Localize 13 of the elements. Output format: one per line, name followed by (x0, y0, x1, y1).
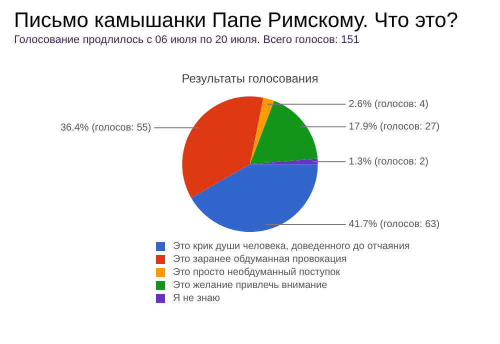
data-label: 41.7% (голосов: 63) (348, 219, 440, 230)
legend-label: Это желание привлечь внимание (173, 280, 328, 291)
data-label: 1.3% (голосов: 2) (348, 156, 428, 168)
legend-label: Это крик души человека, доведенного до отчаяния (173, 241, 410, 252)
legend-label: Это просто необдуманный поступок (173, 267, 340, 278)
chart-subtitle: Голосование продлилось с 06 июля по 20 июля. Всего голосов: 151 (13, 34, 360, 46)
data-label: 17.9% (голосов: 27) (348, 121, 440, 132)
data-label: 2.6% (голосов: 4) (348, 99, 428, 110)
text: Результаты голосования (182, 72, 318, 86)
legend-label: Это заранее обдуманная провокация (173, 254, 347, 265)
data-label: 36.4% (голосов: 55) (60, 122, 152, 134)
legend-label: Я не знаю (173, 293, 220, 304)
chart-title: Письмо камышанки Папе Римскому. Что это? (13, 8, 460, 34)
